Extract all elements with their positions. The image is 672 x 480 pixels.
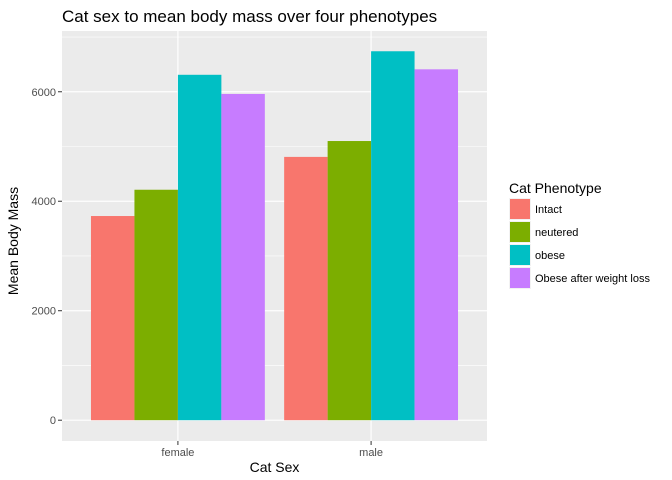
legend-swatch	[510, 199, 530, 219]
y-tick-label: 4000	[32, 196, 56, 208]
x-axis-label: Cat Sex	[250, 459, 300, 475]
legend-swatch	[510, 268, 530, 288]
bar-female-obese	[177, 74, 222, 421]
legend-swatch	[510, 222, 530, 242]
y-axis-label: Mean Body Mass	[5, 187, 21, 295]
legend-items: Intact neutered obese Obese after weight lo…	[509, 198, 650, 289]
bar-female-obese-after-weight-loss	[221, 93, 265, 421]
y-axis: 0 2000 4000 6000	[32, 87, 62, 427]
legend-label: neutered	[535, 227, 578, 239]
bar-male-obese-after-weight-loss	[414, 69, 459, 421]
y-tick-label: 0	[50, 415, 56, 427]
legend-label: obese	[535, 250, 565, 262]
legend-label: Obese after weight loss	[535, 273, 650, 285]
x-tick-label: male	[359, 447, 383, 459]
y-tick-label: 6000	[32, 87, 56, 99]
legend-swatch	[510, 245, 530, 265]
legend-title: Cat Phenotype	[509, 180, 602, 196]
bar-male-intact	[284, 156, 328, 421]
bar-female-intact	[90, 216, 135, 421]
legend: Cat Phenotype Intact neutered obese Obese a…	[509, 180, 650, 289]
x-tick-label: female	[161, 447, 194, 459]
bars	[90, 51, 459, 421]
bar-male-obese	[371, 51, 415, 421]
bar-female-neutered	[134, 189, 178, 421]
y-tick-label: 2000	[32, 306, 56, 318]
chart-title: Cat sex to mean body mass over four phen…	[62, 7, 437, 26]
legend-label: Intact	[535, 204, 562, 216]
x-axis: female male	[161, 441, 383, 459]
bar-male-neutered	[327, 141, 372, 421]
